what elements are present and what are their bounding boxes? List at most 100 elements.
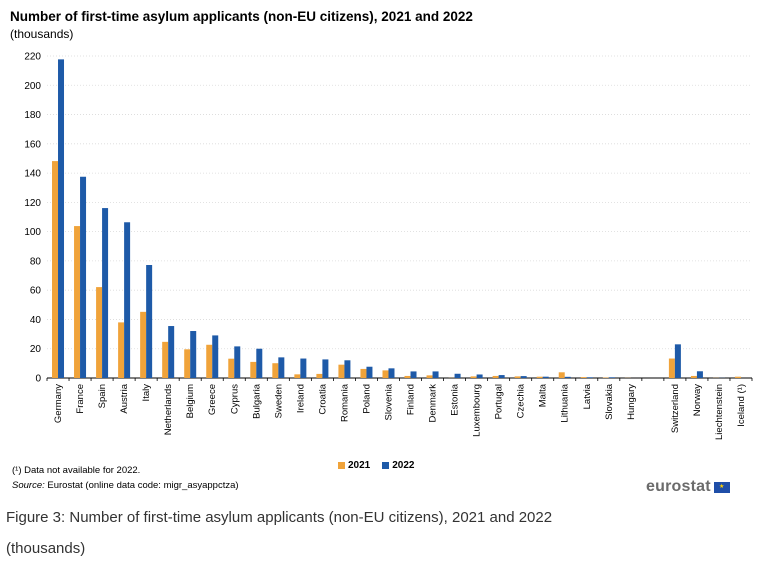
bar-2021-luxembourg xyxy=(470,376,477,378)
bar-2021-bulgaria xyxy=(250,361,257,378)
bar-2022-denmark xyxy=(432,371,439,378)
x-tick-label: Poland xyxy=(361,384,372,414)
bar-2021-portugal xyxy=(492,375,499,378)
x-tick-label: Netherlands xyxy=(163,384,174,435)
x-tick-label: Romania xyxy=(339,383,350,422)
bar-2021-sweden xyxy=(272,363,279,378)
x-tick-label: Cyprus xyxy=(229,384,240,414)
x-tick-label: Iceland (¹) xyxy=(736,384,747,427)
x-tick-label: Switzerland xyxy=(670,384,681,433)
bar-2022-luxembourg xyxy=(476,374,483,378)
eu-flag-icon: ★ xyxy=(713,481,730,493)
chart-figure: Number of first-time asylum applicants (… xyxy=(10,9,753,496)
x-tick-label: Lithuania xyxy=(560,383,571,422)
x-tick-label: Slovakia xyxy=(604,383,615,420)
y-tick-label: 220 xyxy=(24,52,41,63)
x-tick-label: Portugal xyxy=(494,384,505,419)
bar-2021-poland xyxy=(360,368,367,378)
bar-2021-malta xyxy=(536,376,543,378)
x-tick-label: Norway xyxy=(692,384,703,416)
x-tick-label: Latvia xyxy=(582,383,593,409)
chart-subtitle: (thousands) xyxy=(10,27,74,41)
bar-2021-switzerland xyxy=(668,358,675,378)
bar-2021-belgium xyxy=(184,349,191,378)
x-tick-label: Sweden xyxy=(273,384,284,418)
bar-2022-switzerland xyxy=(674,344,681,378)
bar-2022-netherlands xyxy=(168,326,175,378)
bar-2021-czechia xyxy=(514,376,521,378)
bar-2021-lithuania xyxy=(558,372,565,378)
bar-2022-france xyxy=(80,176,87,378)
bar-2021-greece xyxy=(206,344,213,378)
bar-2022-ireland xyxy=(300,358,307,378)
x-tick-label: Austria xyxy=(119,383,130,413)
bar-2021-croatia xyxy=(316,373,323,378)
x-tick-label: Ireland xyxy=(295,384,306,413)
figure-caption-subtitle: (thousands) xyxy=(6,540,86,557)
x-tick-label: Malta xyxy=(538,383,549,407)
x-tick-label: Belgium xyxy=(185,384,196,418)
y-tick-label: 40 xyxy=(30,315,42,326)
x-tick-label: Germany xyxy=(53,384,64,423)
chart-title: Number of first-time asylum applicants (… xyxy=(10,9,473,24)
bar-2022-italy xyxy=(146,265,153,378)
bar-2022-czechia xyxy=(520,376,527,378)
legend-item-2022: 2022 xyxy=(382,460,415,471)
x-tick-label: Italy xyxy=(141,384,152,402)
x-tick-label: Slovenia xyxy=(383,383,394,420)
bar-2021-germany xyxy=(52,161,59,378)
chart-source: Source: Eurostat (online data code: migr… xyxy=(12,480,239,491)
y-tick-label: 0 xyxy=(35,374,41,385)
y-tick-label: 20 xyxy=(30,344,42,355)
bar-2021-cyprus xyxy=(228,358,235,378)
bar-2021-slovenia xyxy=(382,370,389,378)
bar-2022-poland xyxy=(366,366,373,378)
x-tick-label: Hungary xyxy=(626,384,637,420)
bar-2022-austria xyxy=(124,222,131,378)
y-tick-label: 140 xyxy=(24,169,41,180)
bar-2021-ireland xyxy=(294,374,301,378)
bar-2022-greece xyxy=(212,335,219,378)
legend-label-2022: 2022 xyxy=(392,460,415,471)
bar-2022-malta xyxy=(542,376,549,378)
bar-2022-sweden xyxy=(278,357,285,378)
eurostat-logo: eurostat ★ xyxy=(646,478,730,496)
bar-2022-slovakia xyxy=(608,377,615,378)
source-label: Source: xyxy=(12,480,45,491)
legend-label-2021: 2021 xyxy=(348,460,371,471)
bar-2021-iceland- xyxy=(734,376,741,378)
bar-2022-bulgaria xyxy=(256,348,263,378)
bar-2022-belgium xyxy=(190,331,197,378)
bar-2021-denmark xyxy=(426,375,433,378)
bar-2021-austria xyxy=(118,322,125,378)
x-tick-label: Spain xyxy=(97,384,108,408)
x-tick-label: Finland xyxy=(406,384,417,415)
y-tick-label: 80 xyxy=(30,256,42,267)
bar-2021-italy xyxy=(140,311,147,378)
x-tick-label: France xyxy=(75,384,86,414)
x-tick-label: Czechia xyxy=(516,383,527,418)
x-tick-label: Croatia xyxy=(317,383,328,414)
figure-caption: Figure 3: Number of first-time asylum ap… xyxy=(6,509,553,526)
y-tick-label: 120 xyxy=(24,198,41,209)
y-tick-label: 100 xyxy=(24,227,41,238)
bar-2022-estonia xyxy=(454,373,461,378)
bar-2022-slovenia xyxy=(388,368,395,378)
legend-swatch-2022 xyxy=(382,462,390,469)
logo-text: eurostat xyxy=(646,478,711,495)
bar-2022-croatia xyxy=(322,359,329,378)
bar-2022-finland xyxy=(410,371,417,378)
y-tick-label: 180 xyxy=(24,110,41,121)
y-tick-label: 200 xyxy=(24,81,41,92)
bar-2021-france xyxy=(74,226,81,378)
x-tick-label: Greece xyxy=(207,384,218,415)
bar-2022-latvia xyxy=(586,377,593,378)
bar-2021-romania xyxy=(338,364,345,378)
x-tick-label: Denmark xyxy=(428,384,439,423)
bar-2021-latvia xyxy=(580,377,587,378)
y-tick-label: 60 xyxy=(30,286,42,297)
legend-swatch-2021 xyxy=(338,462,345,469)
y-tick-label: 160 xyxy=(24,139,41,150)
chart-footnote: (¹) Data not available for 2022. xyxy=(12,465,141,476)
bar-2022-cyprus xyxy=(234,346,241,378)
